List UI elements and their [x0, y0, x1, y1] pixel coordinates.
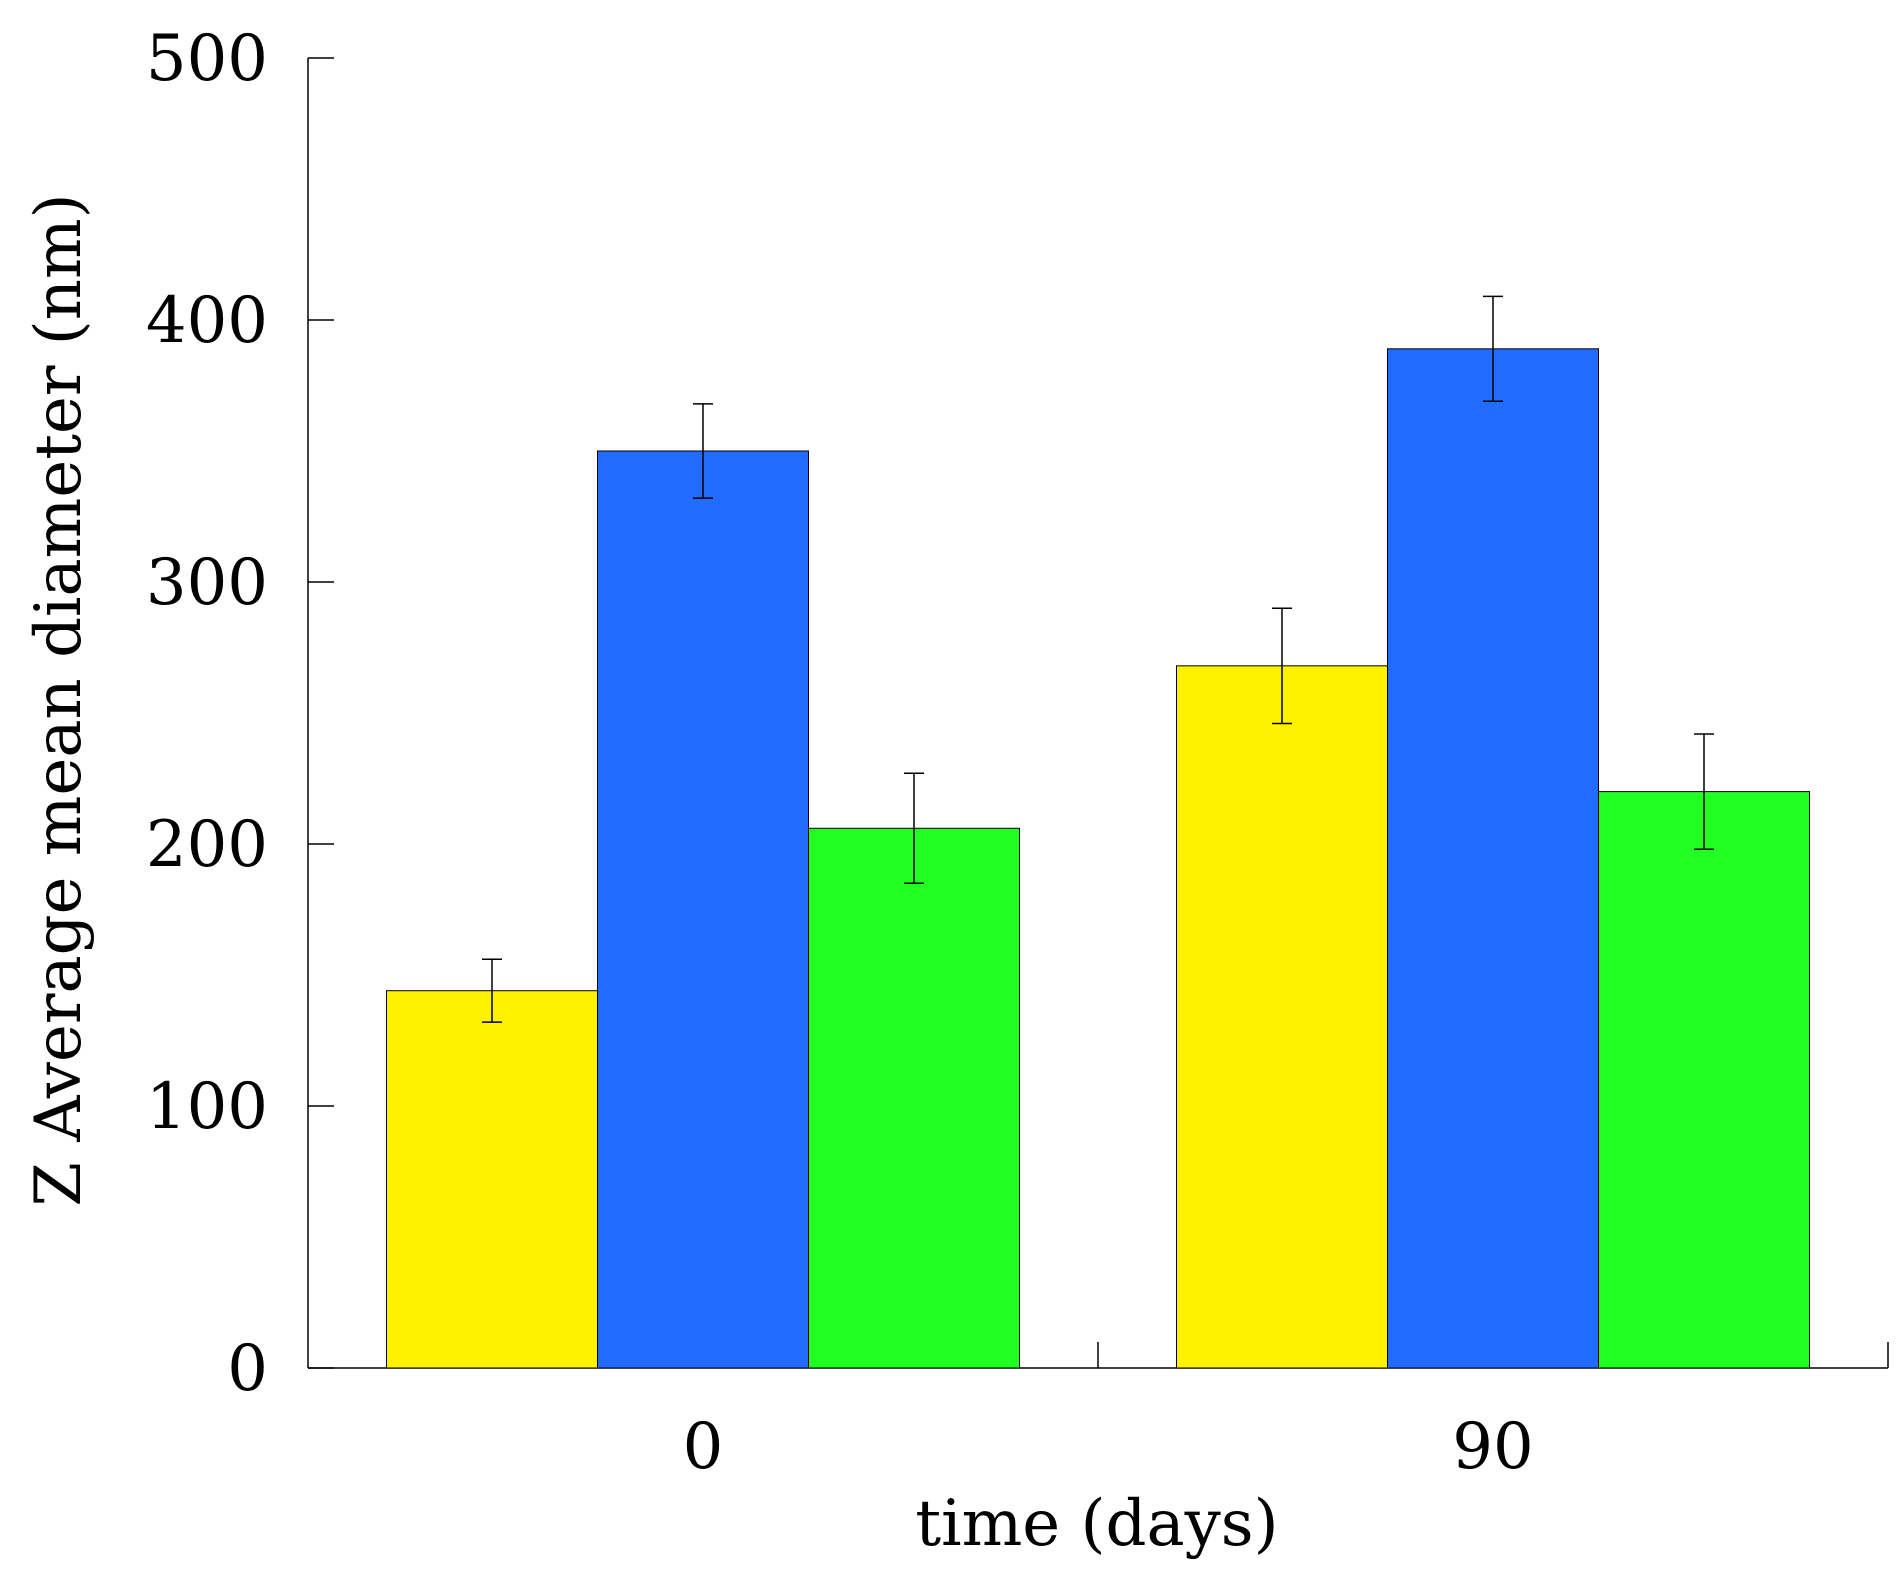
bar-series-1-cat-0 — [386, 990, 598, 1369]
y-tick-label: 300 — [146, 546, 268, 620]
y-tick-label: 100 — [146, 1070, 268, 1144]
bars — [386, 348, 1810, 1369]
bar-series-3-cat-0 — [808, 827, 1020, 1369]
y-axis — [307, 57, 334, 1369]
y-axis-label: Z Average mean diameter (nm) — [22, 193, 96, 1206]
bar-series-2-cat-90 — [1387, 348, 1599, 1369]
x-tick-label: 0 — [683, 1410, 724, 1484]
error-bars — [482, 295, 1714, 1023]
y-tick-label: 500 — [146, 22, 268, 96]
y-tick-label: 0 — [227, 1332, 268, 1406]
bar-series-3-cat-90 — [1598, 791, 1810, 1369]
x-tick-label: 90 — [1452, 1410, 1533, 1484]
x-axis-label: time (days) — [915, 1487, 1278, 1561]
y-tick-label: 400 — [146, 284, 268, 358]
bar-series-2-cat-0 — [597, 450, 809, 1369]
y-tick-label: 200 — [146, 808, 268, 882]
bar-series-1-cat-90 — [1176, 665, 1388, 1369]
tick-labels: 0 100 200 300 400 500 0 90 — [146, 22, 1534, 1484]
